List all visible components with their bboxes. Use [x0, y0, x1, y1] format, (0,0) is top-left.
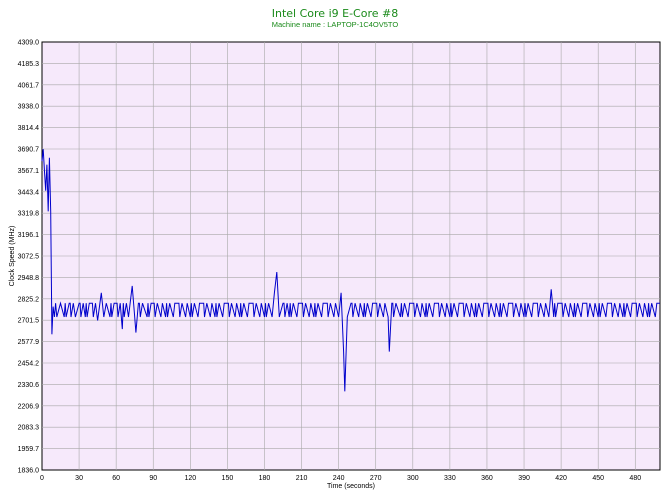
y-tick-label: 4061.7	[18, 82, 40, 89]
x-tick-label: 60	[112, 475, 120, 482]
x-tick-label: 90	[149, 475, 157, 482]
y-tick-label: 3196.1	[18, 232, 40, 239]
x-tick-label: 330	[444, 475, 456, 482]
x-tick-label: 390	[518, 475, 530, 482]
y-tick-label: 2825.2	[18, 296, 40, 303]
series-group	[41, 149, 660, 392]
x-tick-label: 360	[481, 475, 493, 482]
y-tick-label: 2454.2	[18, 361, 40, 368]
y-tick-label: 3938.0	[18, 104, 40, 111]
x-axis-ticks: 0 30 60 90 120 150 180 210 240 270 300 330 360 390 420…	[40, 475, 641, 482]
x-tick-label: 30	[75, 475, 83, 482]
x-tick-label: 420	[555, 475, 567, 482]
y-tick-label: 1836.0	[18, 468, 40, 475]
series-line-clock-speed	[41, 149, 660, 392]
chart-subtitle: Machine name : LAPTOP-1C4OV5TO	[272, 20, 399, 29]
y-tick-label: 2948.8	[18, 275, 40, 282]
y-tick-label: 3567.1	[18, 168, 40, 175]
y-tick-label: 3072.5	[18, 254, 40, 261]
x-tick-label: 120	[184, 475, 196, 482]
x-tick-label: 180	[259, 475, 271, 482]
y-axis-label: Clock Speed (MHz)	[9, 226, 16, 287]
x-tick-label: 210	[296, 475, 308, 482]
y-tick-label: 1959.7	[18, 446, 40, 453]
gridlines	[42, 42, 660, 470]
x-tick-label: 0	[40, 475, 44, 482]
y-tick-label: 2083.3	[18, 425, 40, 432]
y-axis-ticks: 1836.0 1959.7 2083.3 2206.9 2330.6 2454.2 2577…	[18, 40, 40, 475]
y-tick-label: 2206.9	[18, 403, 40, 410]
x-tick-label: 150	[222, 475, 234, 482]
y-tick-label: 2330.6	[18, 382, 40, 389]
y-tick-label: 2577.9	[18, 339, 40, 346]
y-tick-label: 4309.0	[18, 40, 40, 47]
x-tick-label: 300	[407, 475, 419, 482]
x-tick-label: 240	[333, 475, 345, 482]
y-tick-label: 2701.5	[18, 318, 40, 325]
y-tick-label: 3690.7	[18, 147, 40, 154]
y-tick-label: 3319.8	[18, 211, 40, 218]
x-tick-label: 480	[629, 475, 641, 482]
y-tick-label: 3443.4	[18, 189, 40, 196]
y-tick-label: 3814.4	[18, 125, 40, 132]
y-tick-label: 4185.3	[18, 61, 40, 68]
chart-title: Intel Core i9 E-Core #8	[272, 7, 398, 20]
x-axis-label: Time (seconds)	[327, 483, 375, 490]
x-tick-label: 270	[370, 475, 382, 482]
x-tick-label: 450	[592, 475, 604, 482]
